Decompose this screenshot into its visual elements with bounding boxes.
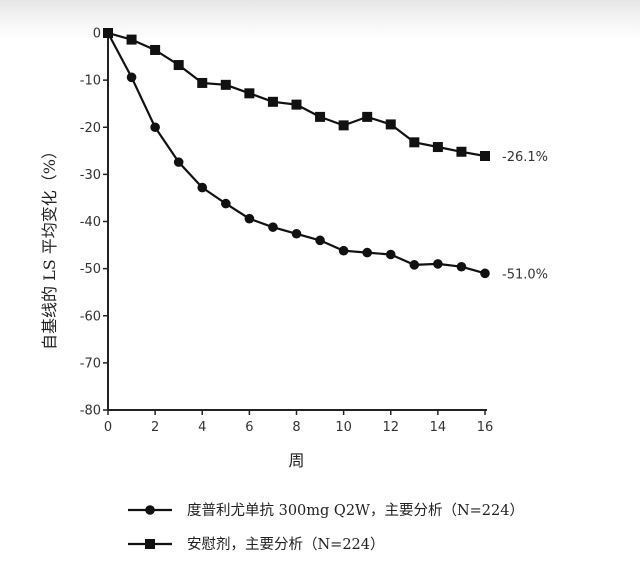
data-point-square bbox=[103, 28, 113, 38]
data-point-circle bbox=[150, 122, 160, 133]
x-tick-label: 4 bbox=[198, 420, 206, 435]
data-point-circle bbox=[385, 249, 396, 260]
data-point-circle bbox=[338, 245, 349, 256]
x-tick-label: 14 bbox=[430, 420, 447, 435]
data-point-circle bbox=[173, 157, 184, 167]
y-tick-label: -70 bbox=[80, 356, 101, 371]
x-tick-label: 8 bbox=[292, 420, 300, 435]
axes: 0-10-20-30-40-50-60-70-800 2 4 6 8 10 12 14 16 bbox=[80, 27, 494, 436]
labels-layer: 周 自基线的 LS 平均变化（%） bbox=[40, 143, 305, 470]
data-point-square bbox=[315, 111, 326, 122]
data-point-circle bbox=[244, 213, 255, 224]
legend-label-placebo: 安慰剂，主要分析（N=224） bbox=[187, 536, 385, 553]
data-point-circle bbox=[456, 261, 467, 272]
data-point-circle bbox=[268, 222, 278, 232]
data-point-square bbox=[244, 88, 255, 99]
y-tick-label: 0 bbox=[93, 27, 101, 42]
legend-item-dupilumab: 度普利尤单抗 300mg Q2W，主要分析（N=224） bbox=[128, 502, 524, 519]
y-tick-label: -80 bbox=[80, 404, 101, 419]
data-point-circle bbox=[480, 268, 490, 279]
y-tick-label: -30 bbox=[80, 168, 101, 183]
data-point-circle bbox=[362, 247, 372, 258]
y-tick-label: -50 bbox=[80, 262, 101, 277]
y-tick-label: -10 bbox=[80, 74, 101, 89]
x-tick-label: 2 bbox=[151, 420, 159, 435]
y-axis-label: 自基线的 LS 平均变化（%） bbox=[40, 143, 59, 350]
legend-item-placebo: 安慰剂，主要分析（N=224） bbox=[128, 536, 385, 553]
data-point-square bbox=[409, 137, 420, 148]
series-layer: -51.0% -26.1% bbox=[103, 28, 548, 282]
legend: 度普利尤单抗 300mg Q2W，主要分析（N=224） 安慰剂，主要分析（N=… bbox=[128, 502, 524, 553]
data-point-circle bbox=[221, 198, 231, 209]
data-point-circle bbox=[291, 228, 302, 239]
y-tick-label: -40 bbox=[80, 215, 101, 230]
x-tick-label: 10 bbox=[335, 420, 352, 435]
data-point-square bbox=[480, 150, 490, 161]
legend-marker-circle bbox=[145, 505, 155, 515]
data-point-square bbox=[432, 142, 443, 153]
data-point-square bbox=[220, 79, 231, 90]
data-point-square bbox=[338, 120, 349, 131]
legend-marker-square bbox=[145, 539, 155, 549]
end-value-label: -26.1% bbox=[502, 150, 548, 165]
legend-label-dupilumab: 度普利尤单抗 300mg Q2W，主要分析（N=224） bbox=[187, 502, 524, 519]
data-point-circle bbox=[409, 260, 420, 270]
data-point-square bbox=[385, 119, 396, 130]
x-tick-label: 16 bbox=[477, 420, 494, 435]
data-point-square bbox=[362, 111, 373, 122]
data-point-square bbox=[197, 77, 208, 88]
x-tick-label: 6 bbox=[245, 420, 253, 435]
y-tick-label: -20 bbox=[80, 121, 101, 136]
data-point-square bbox=[267, 96, 278, 107]
data-point-square bbox=[291, 99, 302, 110]
data-point-circle bbox=[197, 182, 208, 193]
series-line-1 bbox=[107, 31, 486, 158]
data-point-circle bbox=[126, 72, 137, 83]
y-tick-label: -60 bbox=[80, 309, 101, 324]
end-value-label: -51.0% bbox=[502, 267, 548, 282]
x-axis-label: 周 bbox=[288, 451, 304, 470]
data-point-circle bbox=[433, 259, 443, 269]
data-point-square bbox=[456, 146, 467, 157]
x-tick-label: 12 bbox=[382, 420, 399, 435]
x-tick-label: 0 bbox=[104, 420, 112, 435]
data-point-square bbox=[173, 60, 184, 71]
data-point-square bbox=[126, 34, 137, 45]
data-point-circle bbox=[315, 235, 325, 246]
data-point-square bbox=[150, 44, 161, 55]
